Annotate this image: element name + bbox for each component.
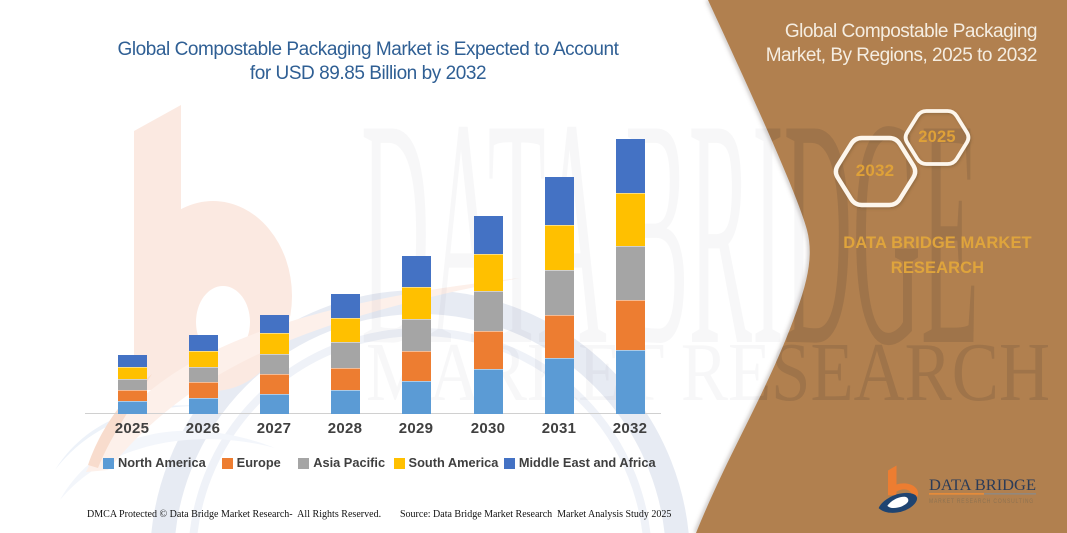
svg-text:MARKET RESEARCH CONSULTING: MARKET RESEARCH CONSULTING	[929, 499, 1034, 505]
svg-text:DATA BRIDGE: DATA BRIDGE	[361, 51, 979, 413]
svg-text:DATA BRIDGE: DATA BRIDGE	[929, 477, 1036, 494]
